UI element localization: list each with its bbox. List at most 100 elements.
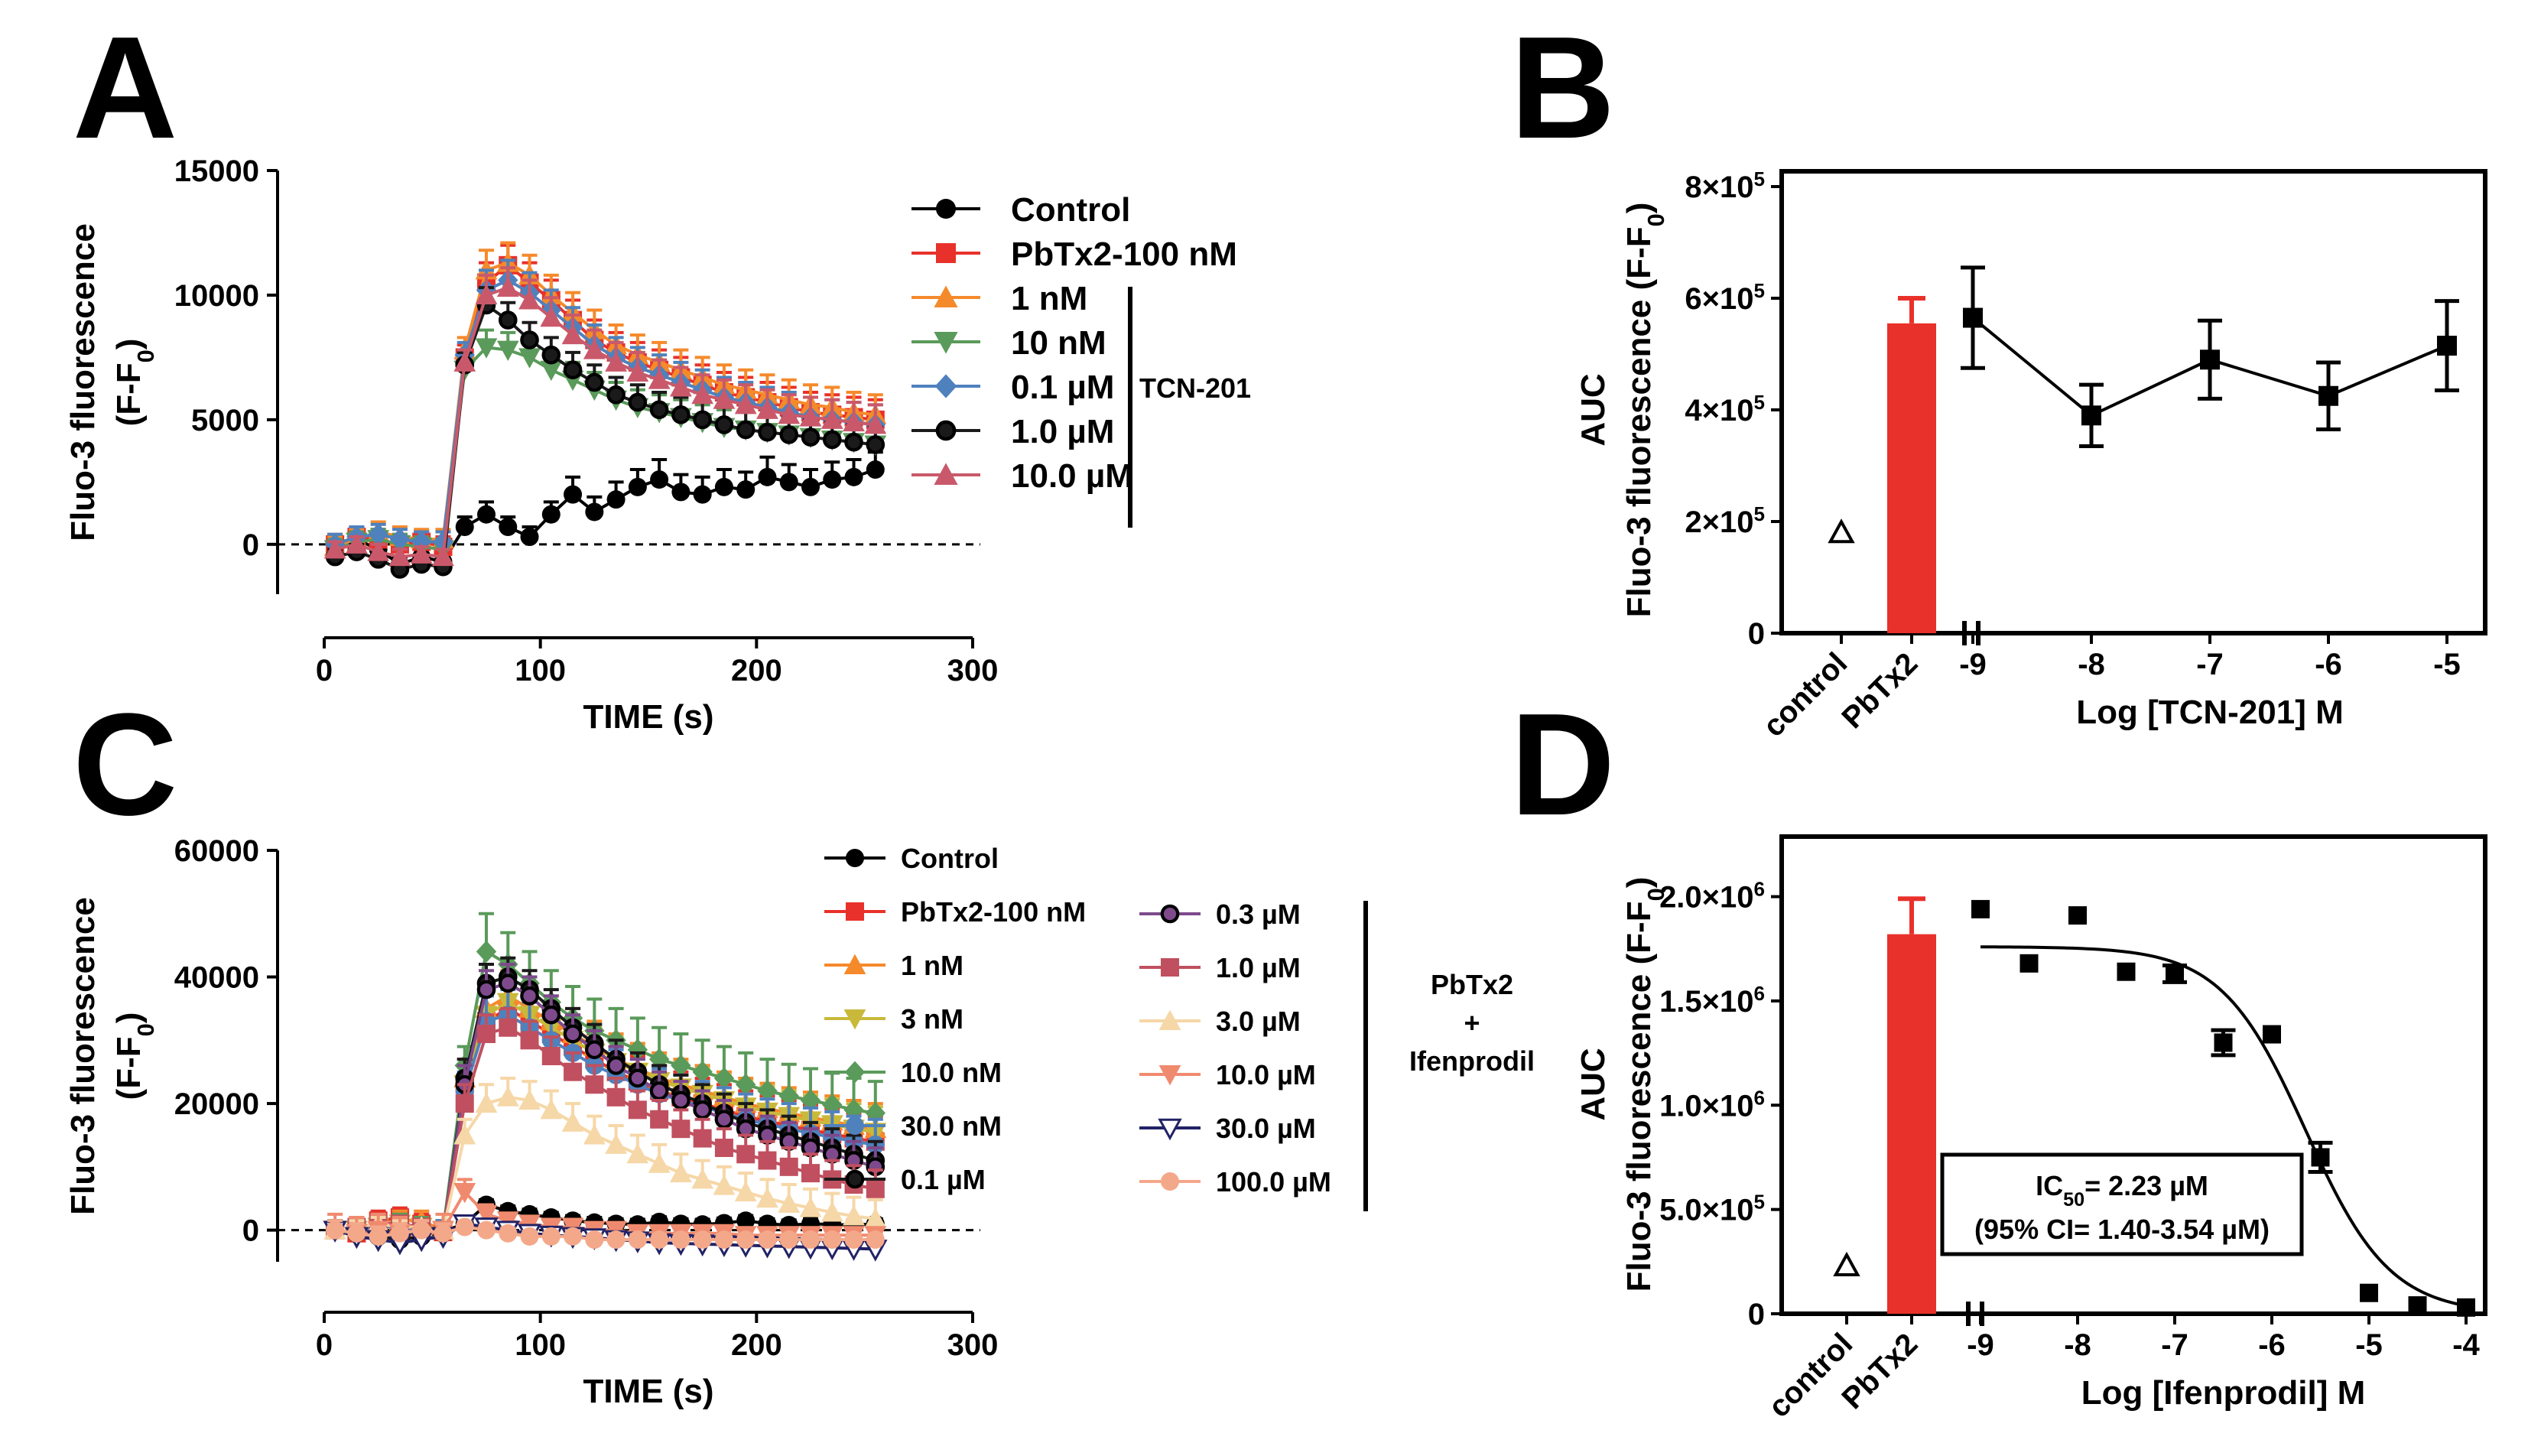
x-tick-label: 300 [947, 1328, 999, 1362]
data-point [800, 1089, 821, 1112]
data-point [866, 1230, 885, 1250]
legend-marker [843, 1009, 866, 1030]
ic50-box [1940, 1152, 2304, 1256]
category-label: control [1762, 1327, 1859, 1424]
data-point [2117, 962, 2136, 981]
legend-label: 3.0 µM [1216, 1006, 1301, 1037]
legend-label: 100.0 µM [1216, 1166, 1331, 1198]
legend-marker [844, 1061, 866, 1084]
data-point [671, 1090, 690, 1110]
data-point [434, 1224, 453, 1243]
data-point [498, 973, 518, 993]
y-tick-label: 60000 [174, 834, 259, 868]
data-point [564, 485, 583, 504]
x-tick-label: -6 [2315, 648, 2342, 681]
data-point [433, 531, 453, 553]
data-point [736, 1211, 755, 1230]
series-7 [325, 962, 885, 1245]
data-point [801, 1230, 820, 1250]
data-point [453, 1182, 476, 1204]
data-point [736, 1073, 756, 1096]
data-point [475, 338, 498, 359]
data-point [628, 1100, 647, 1120]
data-point [453, 1124, 476, 1145]
y-tick-label: 1.0×106 [1659, 1086, 1765, 1123]
data-point [844, 432, 863, 452]
series-2 [323, 969, 887, 1240]
data-point [541, 1047, 561, 1065]
data-point [2019, 954, 2039, 973]
series-2 [323, 241, 887, 557]
legend-marker [936, 199, 956, 219]
legend-marker [1158, 1009, 1181, 1030]
legend-label: 3 nM [901, 1003, 963, 1035]
data-point [692, 1061, 713, 1084]
x-tick-label: -8 [2064, 1328, 2091, 1362]
data-point [585, 372, 604, 392]
x-tick-label: 300 [947, 654, 999, 687]
data-point [346, 533, 368, 554]
data-point [779, 473, 798, 492]
data-point [389, 528, 411, 551]
data-point [453, 351, 476, 372]
ci-label: (95% CI= 1.40-3.54 µM) [1974, 1214, 2270, 1245]
series-5 [325, 286, 885, 579]
y-tick-label: 0 [242, 528, 259, 562]
x-tick-label: -7 [2161, 1328, 2188, 1362]
data-point [693, 410, 712, 430]
data-point [2318, 385, 2338, 406]
data-point [779, 1157, 798, 1176]
legend-label: 1 nM [1011, 280, 1087, 317]
data-point [347, 1224, 366, 1243]
y-tick-label: 1.5×106 [1659, 982, 1765, 1019]
data-point [518, 289, 541, 310]
y-axis-label: Fluo-3 fluorescence [64, 223, 102, 541]
panel-letter-a: A [73, 7, 177, 169]
data-point [693, 485, 712, 504]
legend-marker [1158, 1118, 1182, 1141]
data-point [2457, 1298, 2475, 1317]
data-point [823, 470, 842, 489]
data-point [412, 1220, 431, 1240]
data-point [1971, 899, 1990, 918]
control-marker [1833, 1251, 1860, 1276]
data-point [713, 1067, 735, 1090]
x-axis-label: TIME (s) [583, 698, 713, 736]
data-point [368, 523, 388, 546]
data-point [388, 545, 411, 567]
data-point [648, 1152, 671, 1173]
data-point [736, 480, 755, 499]
legend-label: 10.0 nM [901, 1057, 1002, 1088]
x-tick-label: -4 [2452, 1328, 2480, 1362]
control-marker [1828, 518, 1855, 544]
legend-marker [845, 1169, 865, 1189]
bracket-label-1: PbTx2 [1431, 969, 1513, 1000]
data-point [2311, 1148, 2330, 1167]
data-point [649, 400, 669, 420]
x-tick-label: -9 [1967, 1328, 1994, 1362]
data-point [778, 403, 801, 424]
series-12 [326, 1217, 885, 1250]
data-point [410, 543, 433, 564]
x-tick-label: 100 [515, 654, 566, 687]
y-tick-label: 2×105 [1685, 502, 1765, 539]
data-point [475, 1092, 498, 1113]
data-point [540, 1098, 563, 1120]
data-point [649, 1081, 669, 1100]
x-tick-label: -6 [2258, 1328, 2286, 1362]
y-tick-label: 15000 [174, 154, 259, 188]
data-point [606, 1230, 626, 1250]
data-point [671, 1230, 690, 1250]
plot-frame [1779, 169, 2487, 635]
data-point [628, 1230, 647, 1250]
data-point [801, 477, 820, 496]
legend-label: 10.0 µM [1011, 457, 1133, 495]
series-1 [326, 243, 885, 557]
data-point [518, 348, 541, 369]
pbtx2-bar [1887, 934, 1936, 1314]
data-point [1963, 307, 1983, 328]
data-point [734, 1181, 757, 1201]
legend-label: 30.0 nM [901, 1110, 1002, 1142]
data-point [455, 1094, 474, 1113]
